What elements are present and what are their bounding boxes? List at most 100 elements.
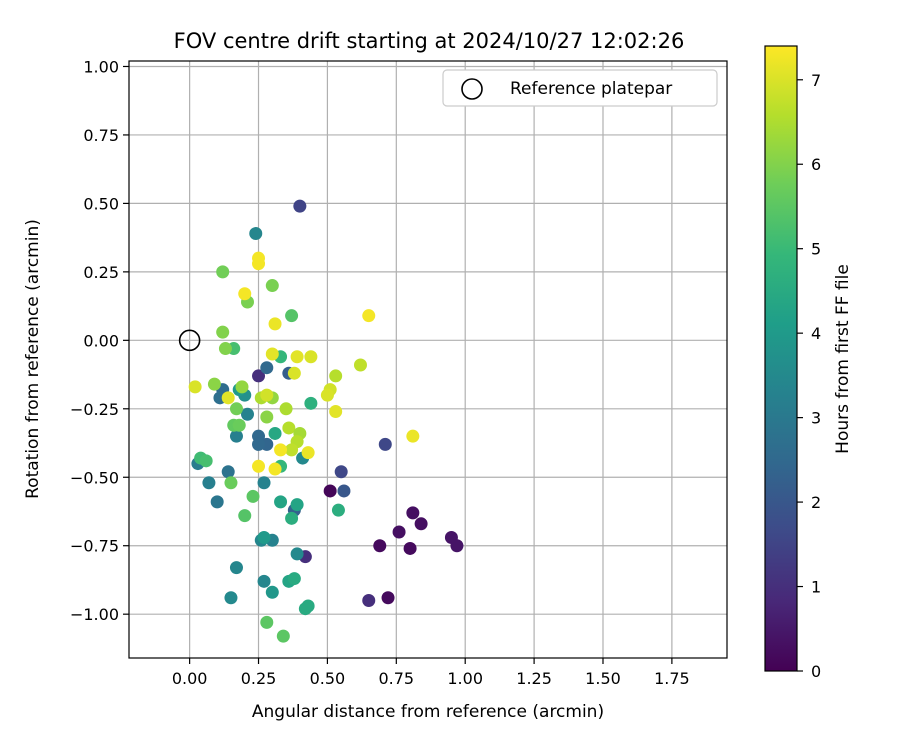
data-point [229, 561, 243, 575]
data-point [334, 465, 348, 479]
legend-reference-icon [461, 78, 483, 100]
data-point [329, 369, 343, 383]
data-point [257, 574, 271, 588]
data-point [298, 602, 312, 616]
x-tick-label: 0.25 [241, 669, 277, 688]
colorbar-tick-label: 0 [811, 662, 821, 681]
data-point [257, 476, 271, 490]
y-tick-label: 0.25 [83, 263, 119, 282]
colorbar-frame [764, 45, 798, 672]
chart-title: FOV centre drift starting at 2024/10/27 … [174, 29, 685, 53]
legend: Reference platepar [442, 69, 718, 107]
data-point [216, 265, 230, 279]
data-point [246, 489, 260, 503]
data-point [362, 309, 376, 323]
colorbar-tick-label: 6 [811, 155, 821, 174]
data-point [450, 539, 464, 553]
data-point [252, 369, 266, 383]
plot-background [129, 61, 727, 658]
y-tick-label: −0.75 [70, 537, 119, 556]
data-point [210, 495, 224, 509]
data-point [279, 402, 293, 416]
data-point [260, 361, 274, 375]
data-point [274, 495, 288, 509]
colorbar-tick-label: 1 [811, 578, 821, 597]
data-point [265, 585, 279, 599]
data-point [252, 459, 266, 473]
y-tick-label: 0.50 [83, 194, 119, 213]
y-axis-ticks: 1.00 0.75 0.50 0.25 0.00 −0.25 −0.50 −0.75 −1.00 [70, 57, 129, 624]
data-point [207, 377, 221, 391]
data-point [216, 325, 230, 339]
colorbar-tick-label: 7 [811, 71, 821, 90]
data-point [265, 347, 279, 361]
data-point [249, 227, 263, 241]
x-tick-label: 1.00 [447, 669, 483, 688]
data-point [260, 615, 274, 629]
data-point [276, 629, 290, 643]
y-tick-label: −0.25 [70, 400, 119, 419]
data-point [285, 511, 299, 525]
y-tick-label: 1.00 [83, 57, 119, 76]
data-point [257, 531, 271, 545]
y-tick-label: 0.75 [83, 126, 119, 145]
data-point [260, 388, 274, 402]
data-point [287, 572, 301, 586]
reference-platepar-marker [178, 329, 201, 352]
plot-area [128, 60, 728, 659]
y-tick-label: −0.50 [70, 468, 119, 487]
data-point [285, 443, 299, 457]
data-point [218, 342, 232, 356]
data-point [304, 350, 318, 364]
data-point [293, 199, 307, 213]
data-point [320, 388, 334, 402]
x-tick-label: 1.50 [585, 669, 621, 688]
y-tick-label: 0.00 [83, 331, 119, 350]
data-point [381, 591, 395, 605]
data-point [290, 547, 304, 561]
data-point [238, 287, 252, 301]
colorbar-gradient [765, 46, 797, 671]
y-tick-label: −1.00 [70, 605, 119, 624]
colorbar-label: Hours from first FF file [833, 264, 853, 454]
data-point [268, 426, 282, 440]
data-point [240, 407, 254, 421]
data-point [373, 539, 387, 553]
y-axis-label: Rotation from reference (arcmin) [23, 219, 43, 499]
data-point [378, 437, 392, 451]
data-point [353, 358, 367, 372]
data-point [265, 279, 279, 293]
colorbar-tick-label: 4 [811, 324, 821, 343]
x-axis-ticks: 0.00 0.25 0.50 0.75 1.00 1.25 1.50 1.75 [172, 658, 690, 688]
x-tick-label: 0.75 [378, 669, 414, 688]
colorbar-ticks: 0 1 2 3 4 5 6 7 [797, 71, 821, 681]
data-point [199, 454, 213, 468]
data-point [290, 498, 304, 512]
colorbar: 0 1 2 3 4 5 6 7 Hours from first FF file [764, 45, 853, 681]
data-point [188, 380, 202, 394]
data-point [362, 593, 376, 607]
data-point [301, 446, 315, 460]
colorbar-tick-label: 3 [811, 409, 821, 428]
data-point [406, 429, 420, 443]
data-point [268, 462, 282, 476]
data-point [235, 380, 249, 394]
colorbar-tick-label: 5 [811, 240, 821, 259]
data-point [238, 509, 252, 523]
data-point [282, 421, 296, 435]
data-point [392, 525, 406, 539]
data-point [304, 396, 318, 410]
data-point [274, 443, 288, 457]
x-tick-label: 1.25 [516, 669, 552, 688]
plot-frame [128, 60, 728, 659]
x-tick-label: 0.00 [172, 669, 208, 688]
data-point [290, 350, 304, 364]
data-point [252, 257, 266, 271]
data-point [331, 503, 345, 517]
data-point [252, 437, 266, 451]
x-tick-label: 1.75 [654, 669, 690, 688]
data-point [232, 418, 246, 432]
data-point [323, 484, 337, 498]
data-points [188, 199, 464, 643]
